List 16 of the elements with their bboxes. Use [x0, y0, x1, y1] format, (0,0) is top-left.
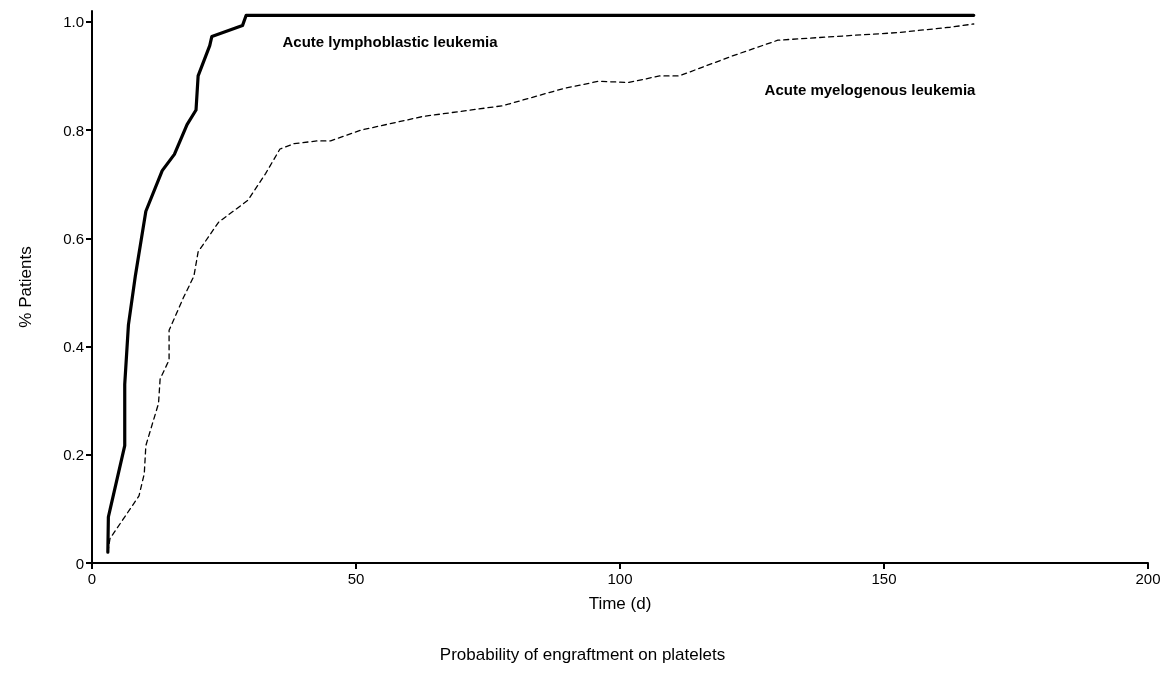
y-tick-label: 0.6 — [63, 229, 84, 247]
annotation: Acute lymphoblastic leukemia — [282, 33, 499, 50]
x-tick-label: 0 — [87, 570, 97, 587]
y-tick-label: 0.4 — [63, 338, 84, 356]
x-axis-title: Time (d) — [588, 594, 652, 613]
x-tick-label: 150 — [871, 570, 897, 587]
y-tick-label: 0.8 — [63, 121, 84, 139]
y-tick-label: 0 — [75, 554, 84, 572]
x-tick-label: 100 — [607, 570, 633, 587]
annotation: Acute myelogenous leukemia — [764, 81, 977, 98]
y-tick-label: 1.0 — [63, 13, 84, 31]
text: Probability of engraftment on platelets — [439, 645, 726, 664]
y-axis-title: % Patients — [16, 246, 35, 328]
x-tick-label: 50 — [347, 570, 365, 587]
y-tick-label: 0.2 — [63, 446, 84, 464]
x-tick-label: 200 — [1135, 570, 1161, 587]
